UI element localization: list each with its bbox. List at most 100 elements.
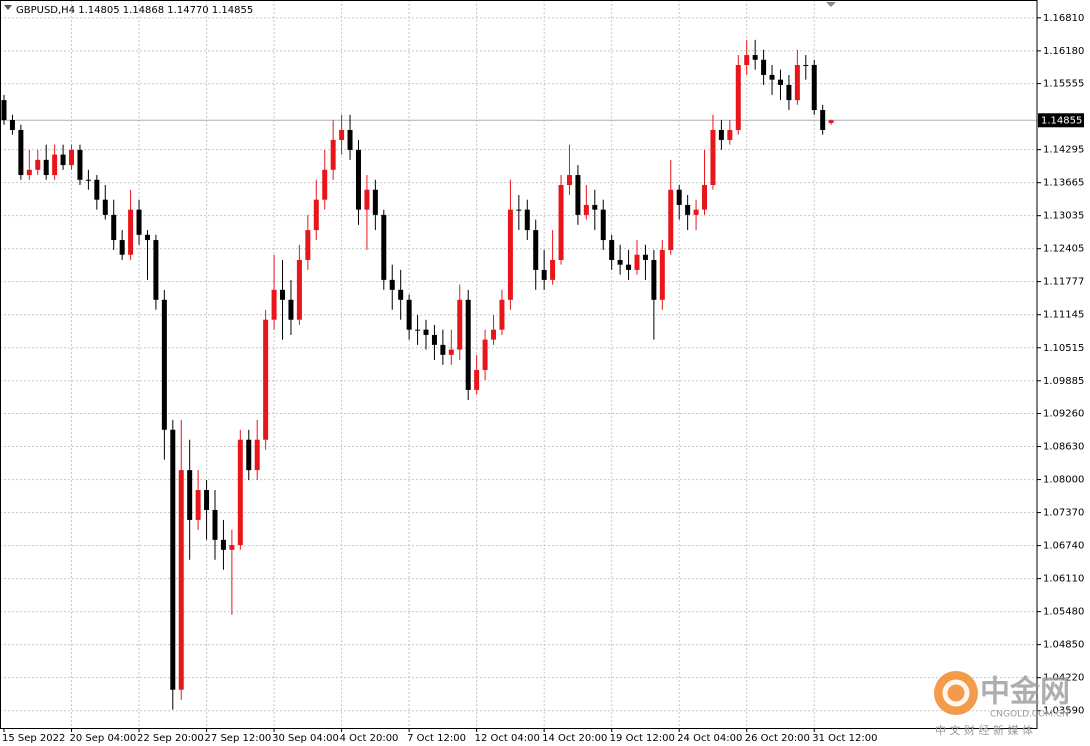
candle-body: [550, 259, 556, 280]
candle-body: [702, 185, 708, 210]
candle-body: [583, 204, 589, 215]
candle-body: [507, 209, 513, 300]
candle-body: [330, 139, 336, 170]
candle-body: [263, 319, 269, 440]
candle-body: [102, 199, 108, 215]
candle-body: [220, 539, 226, 550]
candle-body: [237, 439, 243, 546]
candle-body: [389, 279, 395, 290]
candle-body: [246, 439, 252, 471]
x-tick-label: 4 Oct 20:00: [340, 733, 399, 744]
x-tick-label: 31 Oct 12:00: [812, 733, 877, 744]
y-tick-label: 1.05480: [1043, 607, 1084, 618]
candle-body: [659, 250, 665, 300]
candle-body: [170, 429, 176, 690]
candle-body: [558, 185, 564, 260]
candle-body: [69, 149, 75, 166]
candle-body: [651, 259, 657, 300]
y-tick-label: 1.06110: [1043, 574, 1084, 585]
x-tick-label: 14 Oct 20:00: [542, 733, 607, 744]
candle-body: [676, 189, 682, 205]
candle-body: [448, 349, 454, 355]
candle-body: [178, 470, 184, 690]
y-tick-label: 1.13035: [1043, 211, 1084, 222]
candle-body: [465, 299, 471, 390]
candle-body: [482, 339, 488, 371]
candle-body: [533, 230, 539, 270]
candle-body: [161, 299, 167, 430]
candle-body: [541, 269, 547, 280]
candle-body: [52, 154, 58, 176]
candle-body: [777, 79, 783, 85]
candle-body: [600, 209, 606, 241]
candle-body: [288, 299, 294, 320]
candle-body: [212, 509, 218, 540]
candle-body: [710, 129, 716, 186]
y-tick-label: 1.12405: [1043, 244, 1084, 255]
candle-body: [474, 370, 480, 390]
candle-body: [195, 490, 201, 520]
candle-body: [718, 129, 724, 140]
x-tick-label: 7 Oct 12:00: [407, 733, 466, 744]
chart-icon: [4, 5, 12, 10]
candle-body: [280, 289, 286, 300]
candle-body: [735, 64, 741, 130]
y-tick-label: 1.15555: [1043, 79, 1084, 90]
x-tick-label: 26 Oct 20:00: [745, 733, 810, 744]
candle-body: [355, 149, 361, 210]
y-tick-label: 1.16180: [1043, 46, 1084, 57]
x-tick-label: 30 Sep 04:00: [272, 733, 339, 744]
candle-body: [524, 209, 530, 231]
candle-body: [794, 64, 800, 101]
candle-body: [752, 55, 758, 60]
candle-body: [271, 289, 277, 320]
y-tick-label: 1.04850: [1043, 640, 1084, 651]
candle-body: [119, 240, 125, 255]
x-tick-label: 15 Sep 2022: [2, 733, 65, 744]
candle-body: [35, 159, 41, 170]
candle-body: [339, 129, 345, 140]
candle-body: [566, 175, 572, 186]
y-tick-label: 1.09260: [1043, 409, 1084, 420]
candle-body: [415, 329, 421, 331]
candle-body: [153, 240, 159, 300]
candle-body: [457, 299, 463, 350]
shift-marker: [826, 2, 836, 7]
candle-body: [364, 189, 370, 210]
candle-body: [811, 64, 817, 111]
y-tick-label: 1.03590: [1043, 706, 1084, 717]
candle-body: [398, 289, 404, 300]
candle-body: [575, 175, 581, 215]
candle-body: [26, 169, 32, 176]
x-tick-label: 22 Sep 20:00: [137, 733, 204, 744]
candle-body: [381, 214, 387, 280]
candle-body: [144, 234, 150, 241]
candle-body: [626, 264, 632, 270]
candle-body: [305, 230, 311, 260]
y-tick-label: 1.11145: [1043, 310, 1084, 321]
candle-body: [761, 59, 767, 75]
candle-body: [77, 149, 83, 180]
watermark-slogan: 中 文 财 经 新 媒 体: [935, 723, 1033, 737]
candle-body: [516, 209, 522, 211]
candle-body: [820, 110, 826, 130]
candle-body: [617, 259, 623, 265]
candle-body: [440, 344, 446, 355]
candle-body: [254, 439, 260, 471]
candle-body: [769, 74, 775, 80]
candle-body: [727, 129, 733, 140]
y-tick-label: 1.14295: [1043, 145, 1084, 156]
candle-body: [499, 299, 505, 330]
y-tick-label: 1.16810: [1043, 13, 1084, 24]
watermark-site: CNGOLD.COM.CN: [990, 710, 1069, 720]
candle-body: [1, 100, 7, 121]
plot-frame: [0, 0, 1038, 729]
candle-body: [685, 204, 691, 215]
watermark-brand: 中金网: [980, 675, 1070, 710]
candle-body: [609, 240, 615, 260]
y-tick-label: 1.09885: [1043, 376, 1084, 387]
chart-title: GBPUSD,H4 1.14805 1.14868 1.14770 1.1485…: [16, 5, 253, 16]
y-tick-label: 1.11777: [1043, 277, 1084, 288]
candle-body: [94, 179, 100, 200]
